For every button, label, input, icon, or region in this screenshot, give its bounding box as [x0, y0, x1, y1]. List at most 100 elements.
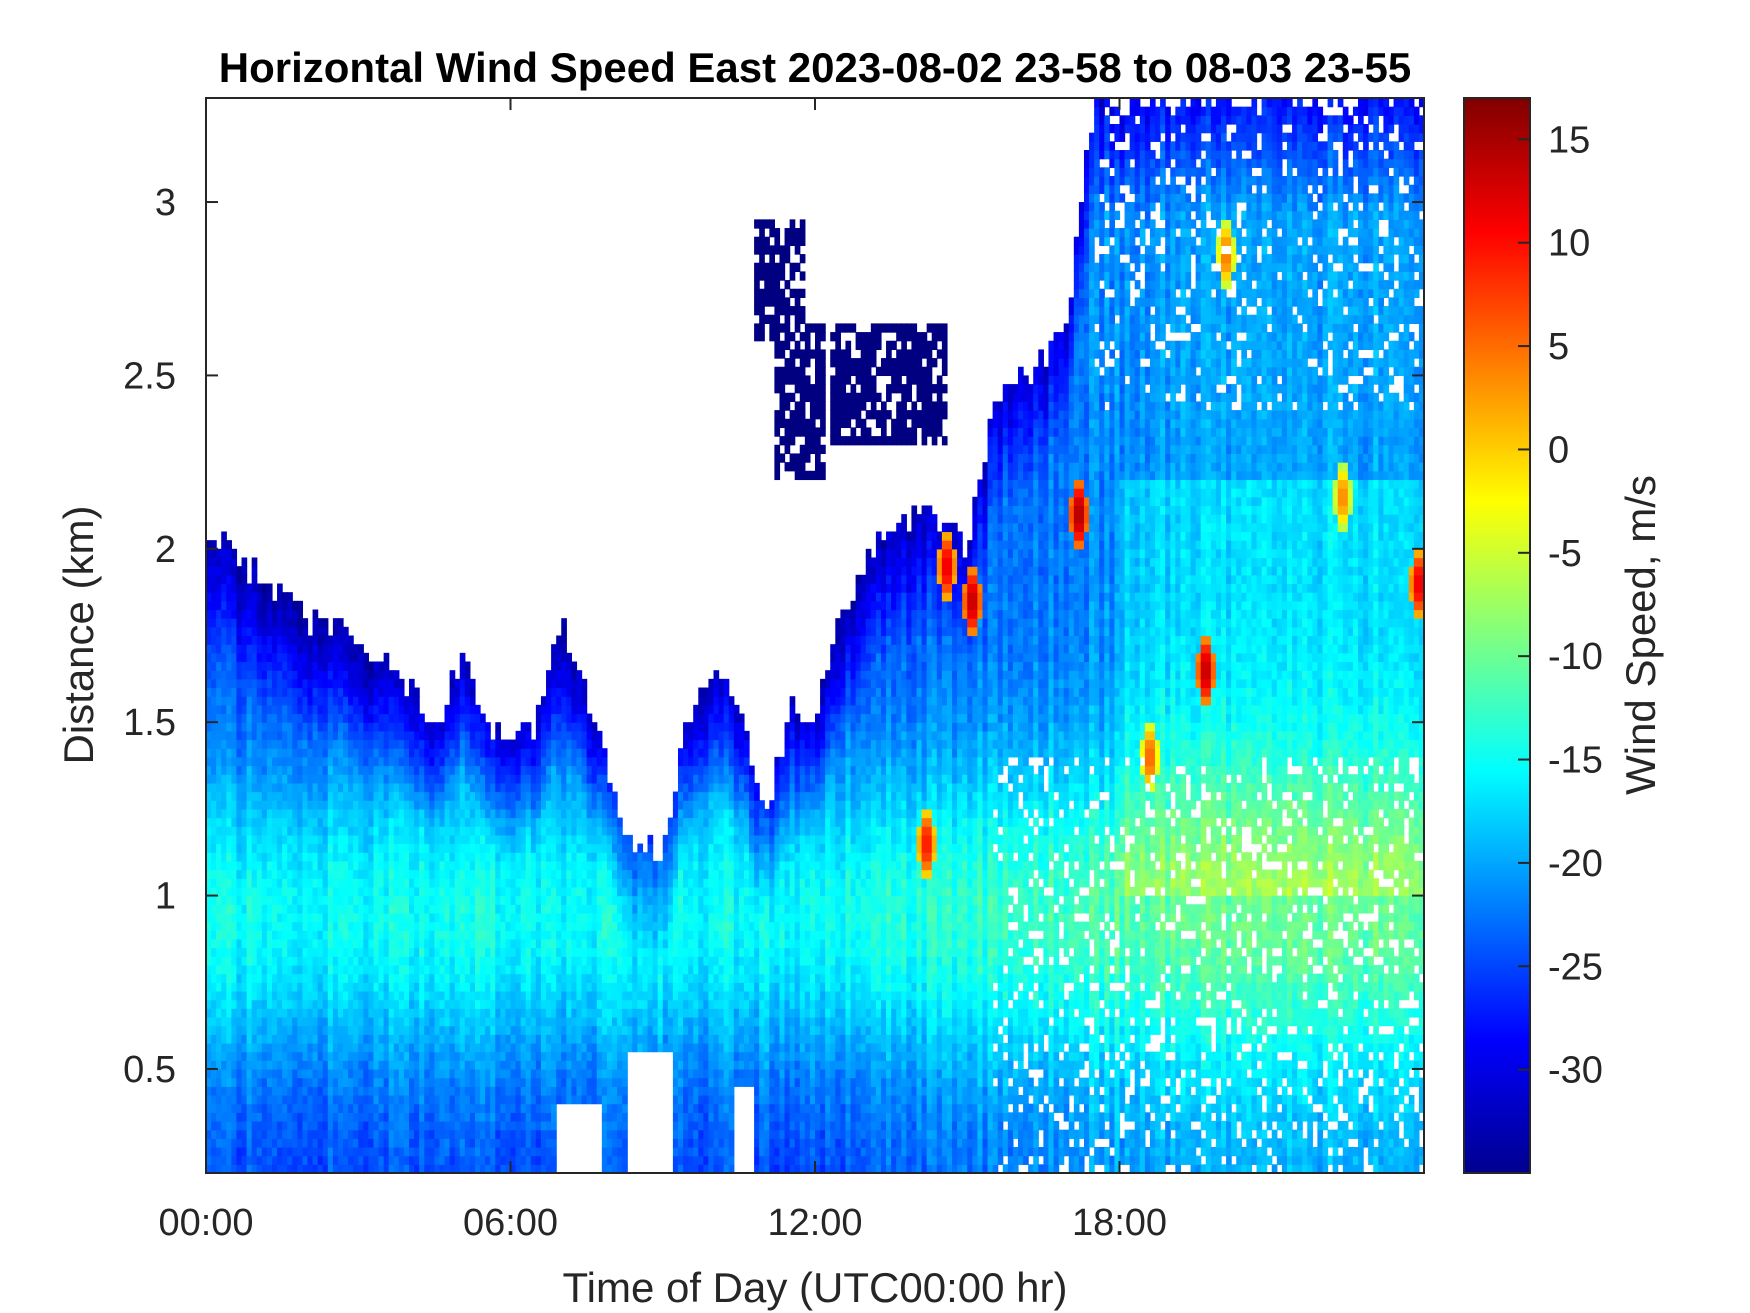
heatmap-cell: [586, 1034, 593, 1044]
heatmap-cell: [429, 878, 435, 888]
heatmap-cell: [591, 895, 598, 905]
heatmap-cell: [327, 635, 334, 645]
heatmap-cell: [373, 921, 380, 931]
heatmap-cell: [490, 817, 496, 827]
heatmap-cell: [302, 626, 309, 637]
heatmap-cell: [236, 869, 243, 879]
heatmap-cell: [206, 904, 212, 914]
heatmap-cell: [297, 1120, 304, 1131]
heatmap-cell: [622, 1068, 628, 1079]
heatmap-cell: [500, 1008, 507, 1018]
heatmap-cell: [261, 618, 268, 628]
heatmap-cell: [637, 895, 644, 905]
heatmap-cell: [348, 652, 354, 663]
heatmap-cell: [206, 1103, 212, 1113]
heatmap-cell: [282, 869, 288, 879]
heatmap-cell: [287, 990, 293, 1001]
heatmap-cell: [358, 1138, 364, 1148]
heatmap-cell: [246, 1103, 253, 1113]
heatmap-cell: [525, 834, 532, 845]
heatmap-cell: [226, 635, 232, 645]
heatmap-cell: [327, 765, 334, 775]
heatmap-cell: [388, 973, 395, 983]
heatmap-cell: [480, 765, 486, 775]
heatmap-cell: [271, 956, 278, 966]
heatmap-cell: [495, 1094, 501, 1105]
heatmap-cell: [292, 609, 298, 619]
heatmap-cell: [246, 696, 253, 706]
heatmap-cell: [292, 1094, 298, 1105]
heatmap-cell: [206, 1077, 212, 1087]
heatmap-cell: [266, 765, 273, 775]
heatmap-cell: [343, 964, 349, 975]
heatmap-cell: [378, 739, 385, 749]
heatmap-cell: [266, 722, 273, 732]
heatmap-cell: [530, 895, 537, 905]
heatmap-cell: [241, 895, 248, 905]
heatmap-cell: [652, 982, 659, 992]
heatmap-cell: [277, 878, 283, 888]
heatmap-cell: [378, 756, 385, 767]
heatmap-cell: [464, 765, 471, 775]
heatmap-cell: [206, 999, 212, 1009]
heatmap-cell: [424, 904, 430, 914]
heatmap-cell: [231, 626, 238, 637]
heatmap-cell: [226, 1077, 232, 1087]
heatmap-cell: [459, 739, 466, 749]
heatmap-cell: [535, 730, 542, 741]
heatmap-cell: [226, 609, 232, 619]
heatmap-cell: [383, 722, 390, 732]
heatmap-cell: [302, 1094, 309, 1105]
heatmap-cell: [332, 626, 339, 637]
heatmap-cell: [211, 956, 217, 966]
heatmap-cell: [419, 1060, 425, 1070]
heatmap-cell: [657, 904, 664, 914]
heatmap-cell: [434, 999, 441, 1009]
heatmap-cell: [246, 626, 253, 637]
heatmap-cell: [546, 774, 552, 784]
heatmap-cell: [617, 947, 623, 957]
heatmap-cell: [464, 1155, 471, 1165]
heatmap-cell: [566, 1060, 572, 1070]
heatmap-cell: [388, 722, 395, 732]
heatmap-cell: [226, 938, 232, 949]
heatmap-cell: [637, 852, 644, 862]
heatmap-cell: [657, 895, 664, 905]
heatmap-cell: [469, 1068, 476, 1079]
heatmap-cell: [383, 1086, 390, 1096]
heatmap-cell: [353, 1112, 359, 1122]
heatmap-cell: [322, 1129, 329, 1139]
heatmap-cell: [495, 990, 501, 1001]
heatmap-cell: [393, 982, 400, 992]
heatmap-cell: [454, 930, 461, 940]
heatmap-cell: [520, 730, 527, 741]
heatmap-cell: [327, 982, 334, 992]
heatmap-cell: [398, 982, 405, 992]
heatmap-cell: [292, 704, 298, 715]
heatmap-cell: [429, 860, 435, 871]
heatmap-cell: [322, 834, 329, 845]
heatmap-cell: [576, 713, 583, 723]
heatmap-cell: [358, 652, 364, 663]
heatmap-cell: [251, 1077, 258, 1087]
heatmap-cell: [287, 1164, 293, 1173]
heatmap-cell: [612, 1077, 618, 1087]
heatmap-cell: [271, 1086, 278, 1096]
heatmap-cell: [337, 687, 344, 697]
heatmap-cell: [424, 730, 430, 741]
heatmap-cell: [353, 912, 359, 923]
heatmap-cell: [530, 904, 537, 914]
heatmap-cell: [353, 843, 359, 853]
heatmap-cell: [505, 748, 512, 758]
heatmap-cell: [271, 800, 278, 810]
heatmap-cell: [571, 826, 578, 836]
heatmap-cell: [414, 748, 420, 758]
heatmap-cell: [632, 1016, 638, 1027]
heatmap-cell: [277, 1103, 283, 1113]
heatmap-cell: [495, 869, 501, 879]
heatmap-cell: [297, 678, 304, 689]
heatmap-cell: [414, 1060, 420, 1070]
heatmap-cell: [403, 921, 410, 931]
heatmap-cell: [337, 843, 344, 853]
heatmap-cell: [343, 713, 349, 723]
